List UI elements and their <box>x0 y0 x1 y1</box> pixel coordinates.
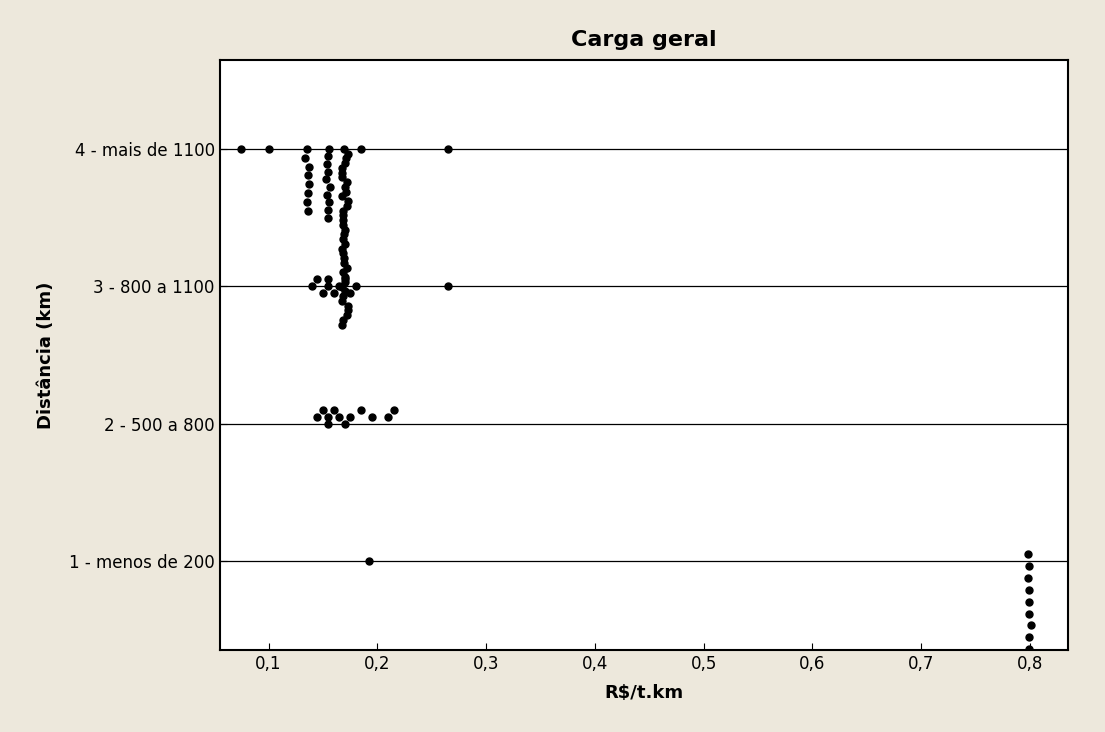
Y-axis label: Distância (km): Distância (km) <box>38 281 55 429</box>
X-axis label: R$/t.km: R$/t.km <box>604 684 683 703</box>
Title: Carga geral: Carga geral <box>571 29 716 50</box>
